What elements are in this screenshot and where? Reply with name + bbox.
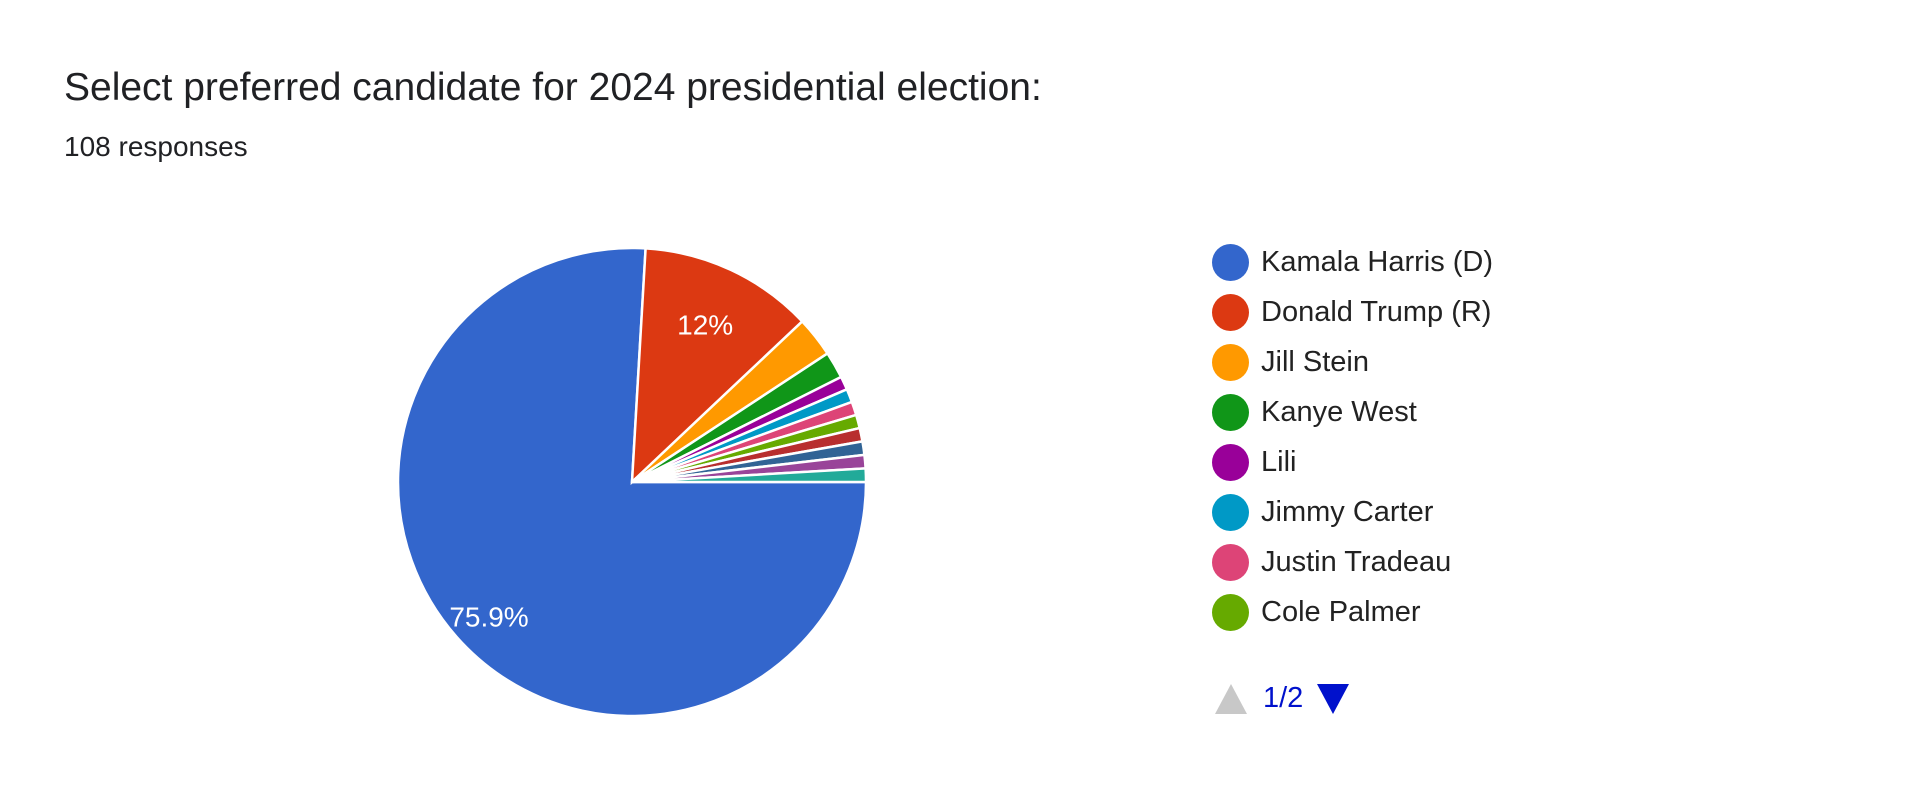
legend-item[interactable]: Kamala Harris (D): [1212, 237, 1493, 287]
legend-label: Jimmy Carter: [1261, 495, 1434, 528]
legend-color-dot-icon: [1212, 543, 1249, 581]
legend-page-number: 1/2: [1263, 682, 1304, 714]
legend-pager: 1/2: [1215, 682, 1350, 715]
legend-item[interactable]: Donald Trump (R): [1212, 287, 1493, 337]
chart-title: Select preferred candidate for 2024 pres…: [64, 66, 1042, 109]
response-count: 108 responses: [64, 131, 248, 162]
next-page-icon[interactable]: [1317, 683, 1350, 714]
legend-item[interactable]: Lili: [1212, 437, 1493, 487]
legend-item[interactable]: Kanye West: [1212, 387, 1493, 437]
legend-color-dot-icon: [1212, 493, 1249, 531]
legend-label: Jill Stein: [1261, 345, 1369, 378]
legend-label: Cole Palmer: [1261, 595, 1421, 628]
legend-item[interactable]: Justin Tradeau: [1212, 537, 1493, 587]
legend-color-dot-icon: [1212, 593, 1249, 631]
legend-label: Kamala Harris (D): [1261, 245, 1494, 278]
legend-color-dot-icon: [1212, 293, 1249, 331]
slice-percent-label: 12%: [677, 310, 733, 341]
previous-page-icon[interactable]: [1215, 683, 1247, 714]
legend-label: Lili: [1261, 445, 1297, 478]
legend-item[interactable]: Jimmy Carter: [1212, 487, 1493, 537]
legend-color-dot-icon: [1212, 443, 1249, 481]
legend-label: Kanye West: [1261, 395, 1417, 428]
pie-slice-donald-trump-r[interactable]: [630, 247, 804, 486]
legend-item[interactable]: Jill Stein: [1212, 337, 1493, 387]
legend: Kamala Harris (D) Donald Trump (R) Jill St…: [1212, 237, 1493, 637]
legend-label: Justin Tradeau: [1261, 545, 1452, 578]
pie-slice-item-12[interactable]: [631, 467, 868, 484]
legend-color-dot-icon: [1212, 343, 1249, 381]
legend-color-dot-icon: [1212, 393, 1249, 431]
legend-item[interactable]: Cole Palmer: [1212, 587, 1493, 637]
legend-label: Donald Trump (R): [1261, 295, 1492, 328]
slice-percent-label: 75.9%: [449, 601, 528, 632]
legend-color-dot-icon: [1212, 243, 1249, 281]
